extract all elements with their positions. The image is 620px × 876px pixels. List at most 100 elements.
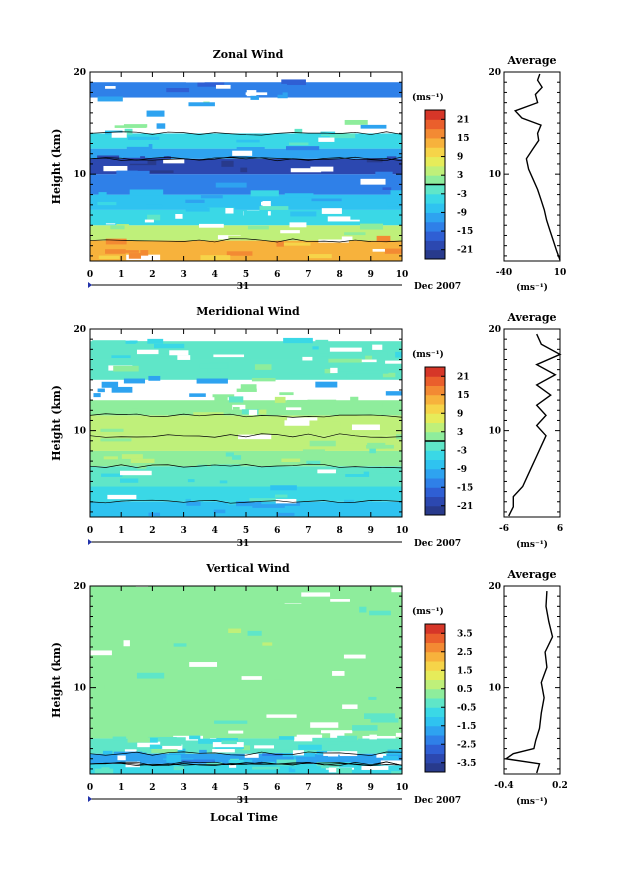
colorbar-swatch: [425, 184, 445, 195]
heatmap-cell: [232, 455, 242, 460]
x-tick-label: 9: [368, 526, 374, 536]
heatmap-cell: [371, 176, 393, 181]
heatmap-cell: [236, 501, 262, 507]
heatmap-cell: [117, 755, 126, 761]
colorbar-swatch: [425, 744, 445, 754]
colorbar-swatch: [425, 249, 445, 260]
heatmap-cell: [209, 207, 235, 211]
heatmap-cell: [259, 206, 289, 210]
heatmap-cell: [192, 742, 216, 746]
heatmap-cell: [292, 750, 304, 756]
heatmap-cell: [336, 454, 345, 459]
average-y-tick-label: 10: [488, 684, 501, 694]
heatmap-cell: [281, 458, 301, 463]
heatmap-cell: [236, 147, 265, 151]
heatmap-cell: [351, 424, 380, 431]
heatmap-cell: [351, 212, 383, 219]
heatmap: [90, 329, 402, 517]
heatmap-cell: [160, 744, 183, 750]
heatmap-cell: [143, 372, 167, 378]
heatmap-cell: [130, 458, 155, 463]
heatmap-cell: [318, 239, 349, 243]
heatmap-cell: [207, 207, 217, 212]
heatmap-cell: [226, 251, 253, 256]
heatmap-cell: [110, 225, 125, 230]
heatmap-cell: [116, 170, 138, 176]
colorbar-swatch: [425, 698, 445, 708]
heatmap-cell: [105, 218, 124, 224]
heatmap-cell: [311, 198, 342, 202]
colorbar-tick-label: 3.5: [457, 629, 473, 639]
colorbar-swatch: [425, 212, 445, 223]
heatmap-cell: [111, 511, 120, 517]
colorbar-unit: (ms⁻¹): [412, 92, 444, 103]
heatmap-cell: [395, 351, 402, 358]
x-tick-label: 3: [180, 783, 186, 793]
x-tick-label: 6: [274, 783, 280, 793]
heatmap-cell: [386, 198, 402, 203]
heatmap-cell: [125, 761, 140, 768]
heatmap-layer: [90, 415, 402, 436]
y-tick-label: 20: [73, 582, 86, 592]
heatmap-cell: [212, 394, 235, 398]
heatmap-cell: [102, 750, 113, 756]
heatmap-cell: [277, 242, 311, 246]
heatmap-cell: [146, 110, 165, 117]
y-axis-label: Height (km): [50, 642, 63, 718]
heatmap-cell: [228, 396, 244, 403]
colorbar-swatch: [425, 165, 445, 176]
heatmap-cell: [324, 368, 335, 374]
heatmap-cell: [250, 190, 279, 197]
colorbar-swatch: [425, 147, 445, 158]
heatmap-layer: [90, 486, 402, 502]
heatmap-cell: [147, 214, 161, 221]
heatmap-cell: [242, 745, 250, 751]
heatmap-cell: [320, 730, 353, 734]
heatmap-cell: [343, 152, 370, 156]
heatmap-cell: [387, 202, 402, 207]
heatmap-cell: [111, 132, 127, 138]
heatmap-cell: [98, 684, 105, 690]
x-tick-label: 1: [118, 270, 124, 280]
heatmap-cell: [163, 758, 194, 763]
heatmap-cell: [258, 409, 267, 415]
colorbar-tick-label: -3: [457, 446, 467, 456]
y-axis-label: Height (km): [50, 385, 63, 461]
x-tick-label: 10: [396, 526, 409, 536]
colorbar-tick-label: 21: [457, 372, 470, 382]
x-tick-label: 5: [243, 783, 249, 793]
heatmap-cell: [389, 460, 402, 464]
heatmap-cell: [236, 139, 260, 143]
heatmap-cell: [238, 764, 257, 770]
heatmap-cell: [127, 737, 150, 743]
heatmap-cell: [189, 735, 201, 740]
contour-line: [90, 131, 402, 136]
y-tick-label: 20: [73, 68, 86, 78]
heatmap-cell: [158, 730, 166, 736]
heatmap-cell: [317, 469, 337, 474]
heatmap-cell: [290, 744, 300, 749]
heatmap-cell: [343, 654, 366, 659]
heatmap-cell: [97, 388, 105, 393]
heatmap-cell: [100, 438, 132, 442]
heatmap-cell: [151, 749, 178, 753]
heatmap-cell: [149, 170, 174, 174]
heatmap-cell: [339, 764, 357, 768]
heatmap-cell: [289, 222, 307, 228]
date-month-label: Dec 2007: [414, 539, 461, 549]
heatmap-cell: [362, 351, 388, 358]
colorbar-swatch: [425, 156, 445, 167]
heatmap-cell: [346, 373, 369, 379]
heatmap-cell: [107, 494, 137, 500]
colorbar-swatch: [425, 175, 445, 185]
heatmap-cell: [173, 735, 204, 741]
heatmap-cell: [361, 359, 377, 363]
heatmap-cell: [247, 225, 269, 230]
heatmap-cell: [114, 125, 147, 128]
heatmap-cell: [309, 440, 336, 447]
heatmap-cell: [341, 236, 353, 241]
heatmap-layer: [90, 97, 402, 134]
heatmap-cell: [221, 493, 239, 499]
heatmap-cell: [385, 391, 402, 396]
heatmap-cell: [186, 501, 201, 506]
